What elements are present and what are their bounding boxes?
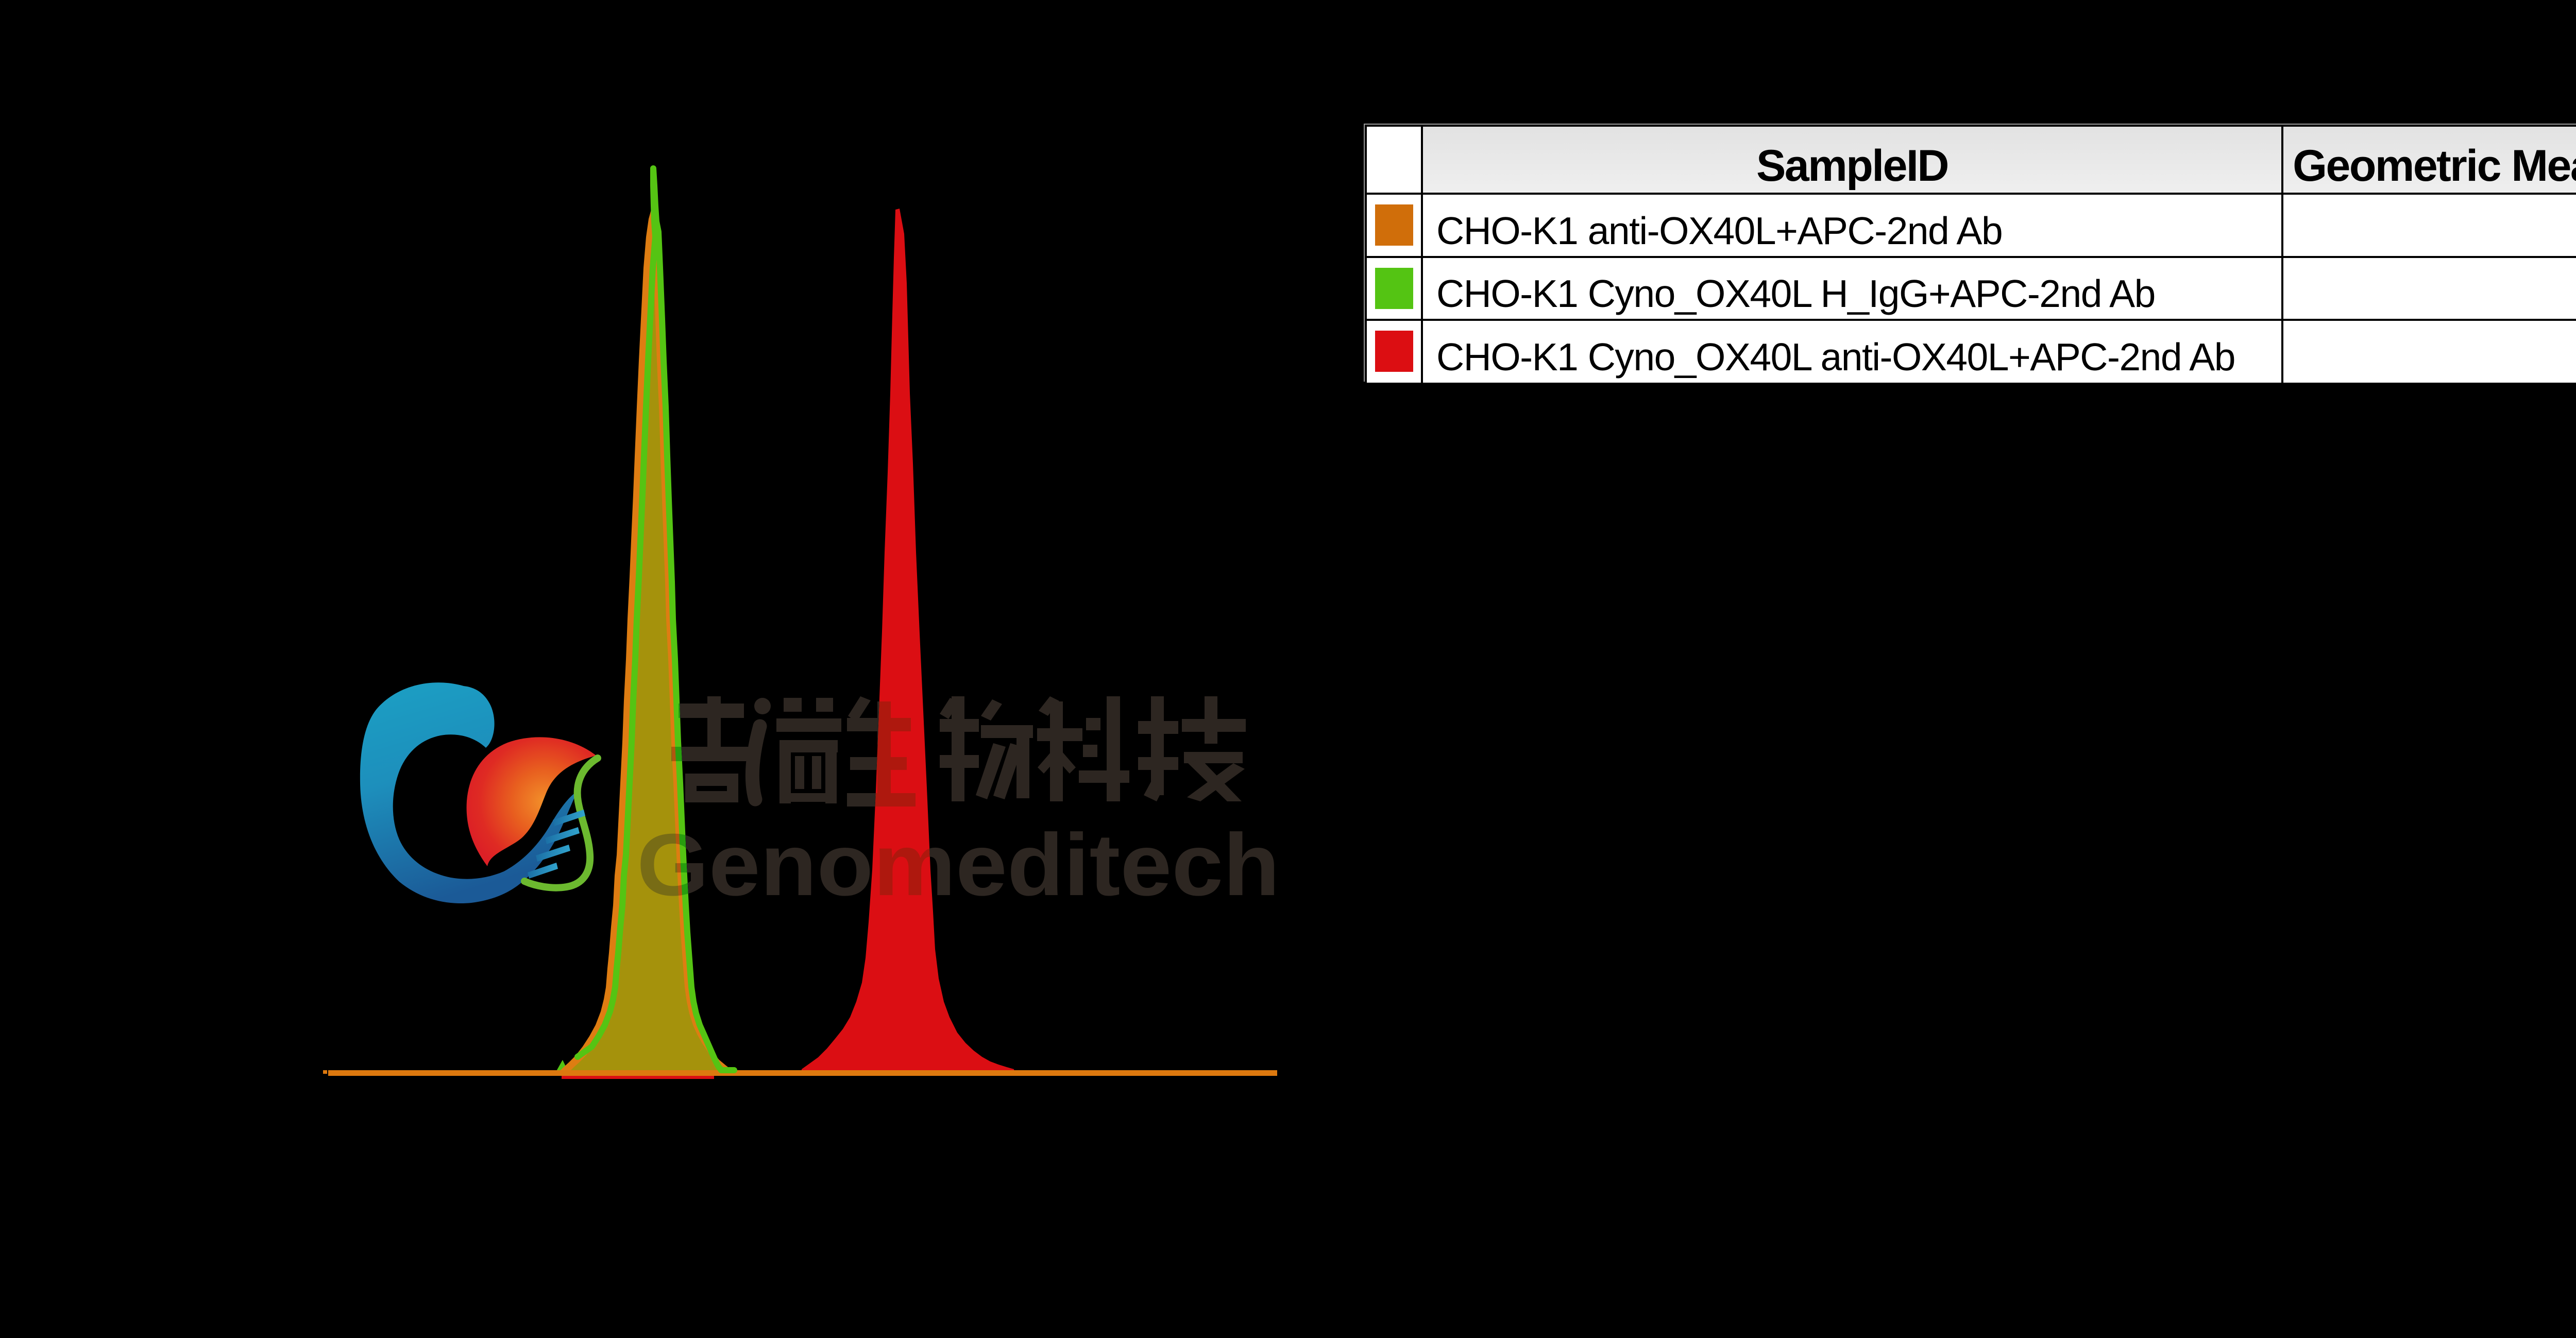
svg-text:Genomeditech: Genomeditech [637,816,1280,914]
